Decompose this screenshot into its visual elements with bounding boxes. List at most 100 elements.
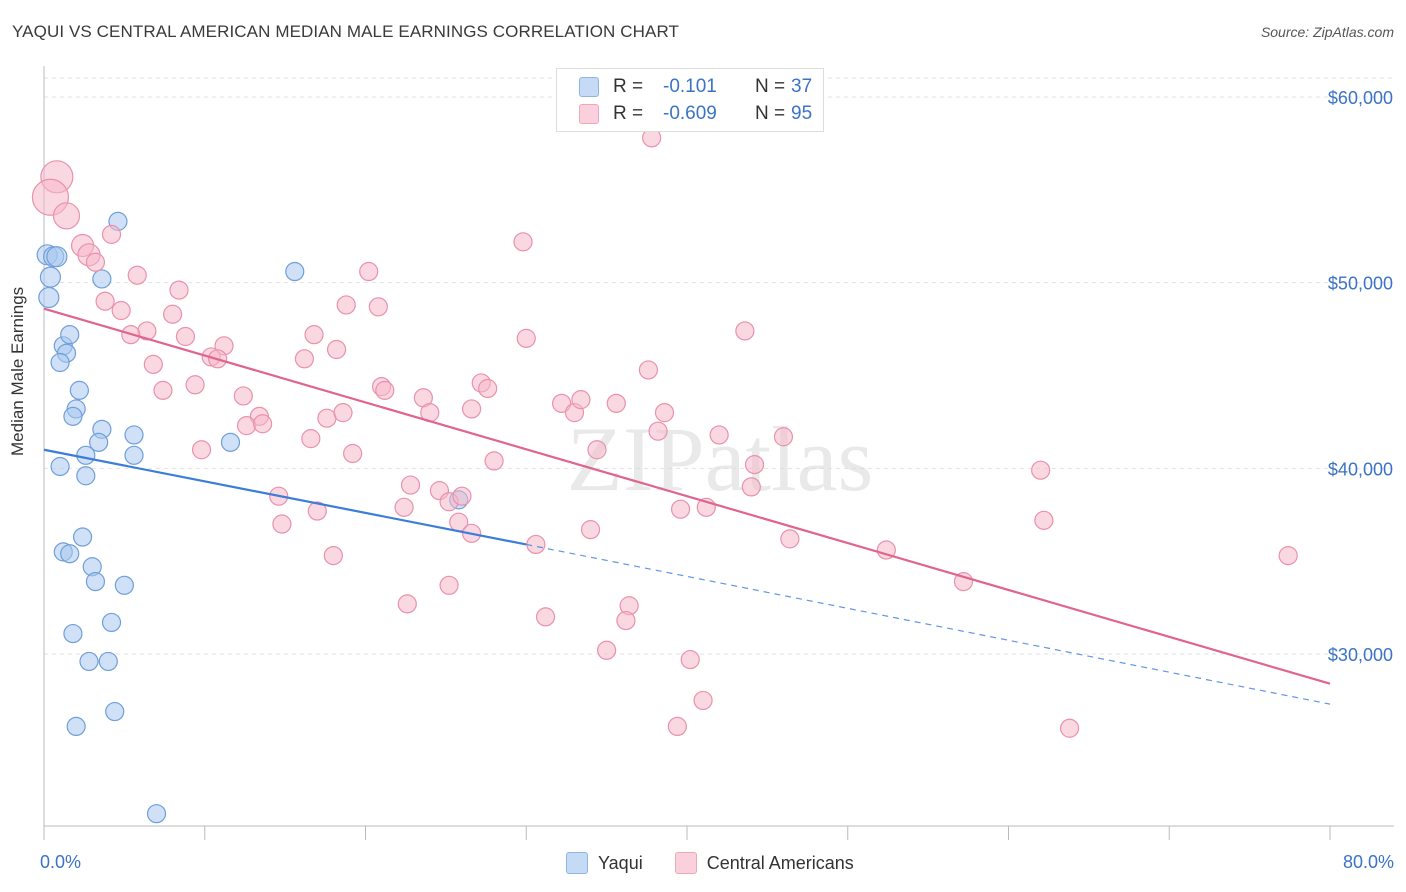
grid-lines [44,77,1394,655]
data-point [60,544,80,564]
data-point [111,300,131,321]
data-point [92,269,112,289]
data-point [153,380,173,400]
data-point [680,649,700,670]
data-point [272,514,292,534]
data-point [60,325,80,345]
data-point [323,545,343,566]
data-point [452,486,472,506]
data-point [638,360,659,380]
legend-row-central-americans: R = -0.609 N = 95 [579,102,812,126]
data-point [233,386,253,406]
data-point [146,804,167,824]
data-point [307,501,327,521]
data-point [191,440,212,460]
x-tick-label-max: 80.0% [1342,852,1394,872]
data-point [606,393,626,413]
data-point [66,716,86,737]
data-point [101,224,122,244]
data-point [76,466,96,486]
data-point [333,403,353,423]
axis-ticks [43,826,1331,840]
y-tick-label: $50,000 [1328,274,1393,294]
series-legend-item-yaqui: Yaqui [566,852,643,874]
data-point [580,520,601,540]
data-point [375,380,395,400]
data-point [597,640,617,660]
series-central-americans-points [31,128,1298,738]
data-point [72,527,93,547]
data-point [667,716,687,737]
data-point [79,651,99,672]
watermark: ZIPatlas [567,408,874,510]
data-point [484,451,504,471]
data-point [114,575,134,595]
data-point [124,425,144,445]
data-point [616,610,636,631]
data-point [587,440,607,460]
data-point [69,380,89,400]
data-point [773,427,794,447]
data-point [744,455,765,475]
y-tick-labels: $30,000 $40,000 $50,000 $60,000 [1328,88,1393,665]
data-point [1031,460,1051,480]
data-point [220,432,241,452]
data-point [478,378,498,399]
data-point [85,571,106,592]
legend-n-label: N = [755,103,786,124]
x-tick-label-min: 0.0% [40,852,82,872]
trend-line-extension [526,543,1331,705]
series-legend-label-yaqui: Yaqui [598,852,643,873]
data-point [175,326,196,347]
data-point [535,607,556,627]
data-point [709,425,729,445]
data-point [98,651,118,672]
data-point [343,443,363,464]
data-point [670,499,691,519]
data-point [63,406,83,426]
series-yaqui-points [36,211,469,824]
data-point [304,325,324,345]
data-point [285,261,305,282]
data-point [516,328,536,348]
data-point [89,432,109,452]
trend-line [43,448,527,546]
chart-title: YAQUI VS CENTRAL AMERICAN MEDIAN MALE EA… [12,22,679,41]
y-tick-label: $40,000 [1328,459,1393,479]
data-point [735,321,755,341]
legend-row-yaqui: R = -0.101 N = 37 [579,75,812,99]
data-point [63,623,83,644]
legend-n-value: 37 [791,76,813,97]
series-legend-swatch-yaqui [566,852,588,874]
data-point [185,375,205,395]
data-point [1278,545,1298,566]
data-point [236,416,257,436]
data-point [461,399,482,419]
legend-swatch-yaqui [579,77,599,97]
data-point [693,690,713,711]
trend-line [43,307,1331,685]
series-legend-swatch-central-americans [674,852,697,874]
data-point [38,286,60,309]
data-point [400,475,421,495]
data-point [780,529,800,549]
y-axis-label: Median Male Earnings [8,286,27,456]
y-tick-label: $60,000 [1328,88,1393,108]
data-point [124,445,144,465]
data-point [52,202,81,230]
correlation-legend: R = -0.101 N = 37 R = -0.609 N = 95 [556,68,824,132]
data-point [359,261,379,282]
data-point [513,232,533,252]
data-point [46,246,68,268]
data-point [85,252,106,272]
legend-n-label: N = [755,76,786,97]
data-point [336,295,356,315]
data-point [1034,510,1054,530]
data-point [741,477,761,497]
series-legend-label-central-americans: Central Americans [706,852,854,873]
data-point [397,594,417,614]
data-point [294,349,315,369]
legend-r-value: -0.609 [663,103,717,124]
legend-r-value: -0.101 [663,76,717,97]
data-point [50,352,70,373]
